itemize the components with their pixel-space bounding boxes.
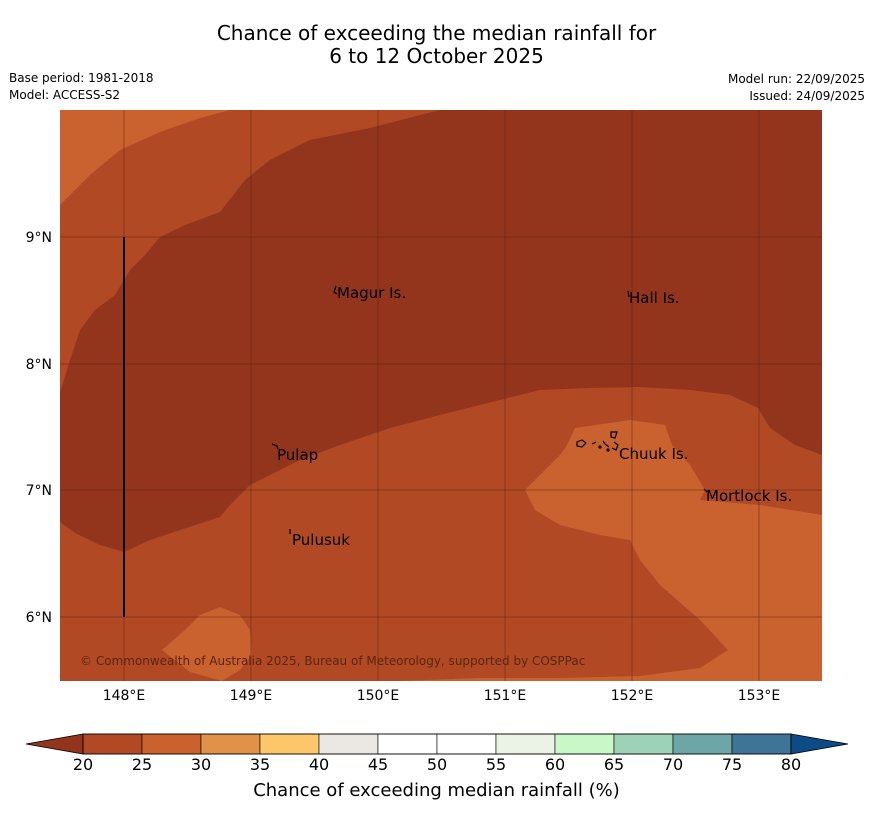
colorbar-segment — [377, 733, 438, 755]
colorbar-tick-label: 70 — [662, 755, 684, 774]
island-markers — [271, 285, 708, 534]
colorbar-tick-label: 30 — [190, 755, 212, 774]
lat-tick-9n: 9°N — [26, 230, 52, 246]
colorbar-segment — [200, 733, 261, 755]
lat-tick-7n: 7°N — [26, 483, 52, 499]
band-25-30-patch-sw — [162, 607, 252, 681]
place-label-pulap: Pulap — [277, 446, 318, 464]
colorbar-segment — [554, 733, 615, 755]
model-text: Model: ACCESS-S2 — [9, 88, 121, 102]
map-plot-area: Magur Is. Hall Is. Pulap Chuuk Is. Mortl… — [60, 110, 822, 681]
lon-tick-151e: 151°E — [484, 688, 527, 704]
place-label-magur: Magur Is. — [337, 284, 406, 302]
place-label-hall: Hall Is. — [629, 289, 680, 307]
copyright-text: © Commonwealth of Australia 2025, Bureau… — [80, 654, 585, 668]
colorbar-segment — [141, 733, 202, 755]
model-run-text: Model run: 22/09/2025 — [727, 72, 865, 86]
chart-title: Chance of exceeding the median rainfall … — [0, 22, 873, 68]
colorbar-under-arrow — [25, 733, 84, 755]
colorbar-tick-label: 35 — [249, 755, 271, 774]
lon-tick-149e: 149°E — [230, 688, 273, 704]
colorbar-frame — [82, 733, 792, 755]
magur-island-marker — [333, 285, 338, 295]
place-label-mortlock: Mortlock Is. — [706, 487, 792, 505]
lon-tick-150e: 150°E — [357, 688, 400, 704]
hall-island-marker — [627, 290, 630, 298]
colorbar-tick-label: 25 — [131, 755, 153, 774]
colorbar-tick-label: 75 — [721, 755, 743, 774]
meta-left: Base period: 1981-2018 Model: ACCESS-S2 — [9, 70, 154, 104]
colorbar-segment — [495, 733, 556, 755]
colorbar-tick-label: 50 — [426, 755, 448, 774]
colorbar-segments — [82, 733, 792, 755]
pulap-island-marker — [271, 443, 279, 450]
mortlock-island-marker — [703, 488, 708, 493]
colorbar-over-arrow — [790, 733, 849, 755]
lon-tick-153e: 153°E — [738, 688, 781, 704]
colorbar-segment — [613, 733, 674, 755]
colorbar-tick-label: 45 — [367, 755, 389, 774]
base-period-text: Base period: 1981-2018 — [9, 71, 154, 85]
chuuk-lagoon-marker — [576, 431, 619, 452]
meta-right: Model run: 22/09/2025 Issued: 24/09/2025 — [728, 71, 865, 105]
lat-tick-6n: 6°N — [26, 610, 52, 626]
colorbar-segment — [82, 733, 143, 755]
colorbar-segment — [318, 733, 379, 755]
title-line-2: 6 to 12 October 2025 — [329, 44, 544, 68]
band-20-25-patch-chuuk — [560, 420, 705, 520]
colorbar — [25, 733, 849, 755]
colorbar-tick-label: 60 — [544, 755, 566, 774]
colorbar-segment — [436, 733, 497, 755]
colorbar-tick-label: 20 — [72, 755, 94, 774]
band-below-20 — [60, 110, 822, 552]
lat-tick-8n: 8°N — [26, 357, 52, 373]
place-label-chuuk: Chuuk Is. — [619, 445, 688, 463]
colorbar-tick-label: 55 — [485, 755, 507, 774]
lon-tick-152e: 152°E — [611, 688, 654, 704]
lon-tick-148e: 148°E — [103, 688, 146, 704]
colorbar-tick-label: 65 — [603, 755, 625, 774]
band-25-30-patch-nw — [60, 110, 75, 118]
colorbar-tick-label: 40 — [308, 755, 330, 774]
colorbar-segment — [259, 733, 320, 755]
colorbar-tick-labels: 20 25 30 35 40 45 50 55 60 65 70 75 80 — [0, 755, 873, 775]
colorbar-segment — [731, 733, 792, 755]
colorbar-label: Chance of exceeding median rainfall (%) — [253, 780, 620, 801]
issued-text: Issued: 24/09/2025 — [749, 89, 865, 103]
colorbar-segment — [672, 733, 733, 755]
title-line-1: Chance of exceeding the median rainfall … — [216, 21, 657, 45]
place-label-pulusuk: Pulusuk — [292, 531, 350, 549]
colorbar-tick-label: 80 — [780, 755, 802, 774]
